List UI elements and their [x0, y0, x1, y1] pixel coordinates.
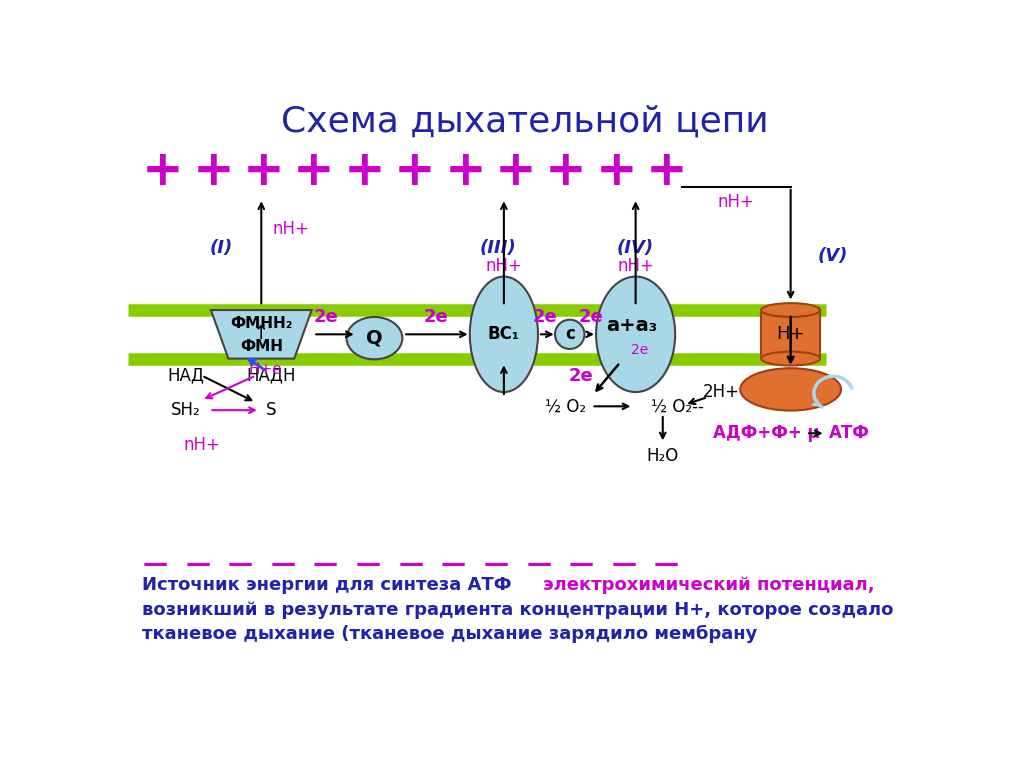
Polygon shape — [211, 310, 311, 359]
Text: АДФ+Ф+ μ: АДФ+Ф+ μ — [713, 424, 820, 442]
Text: SH₂: SH₂ — [171, 401, 201, 419]
Ellipse shape — [470, 276, 538, 392]
Text: Схема дыхательной цепи: Схема дыхательной цепи — [281, 104, 769, 138]
Text: +: + — [293, 147, 335, 196]
Text: —: — — [654, 552, 679, 576]
Text: —: — — [270, 552, 296, 576]
Text: H₂O: H₂O — [646, 448, 679, 465]
Text: —: — — [185, 552, 210, 576]
Text: (IV): (IV) — [617, 240, 654, 257]
Text: (III): (III) — [479, 240, 516, 257]
Text: ½ O₂--: ½ O₂-- — [651, 397, 705, 415]
Text: nH+: nH+ — [617, 257, 654, 275]
Text: (V): (V) — [818, 247, 849, 265]
Text: +: + — [545, 147, 587, 196]
Ellipse shape — [740, 368, 841, 411]
Text: nH+: nH+ — [183, 435, 220, 454]
Text: (I): (I) — [209, 240, 232, 257]
Text: +: + — [343, 147, 385, 196]
Text: —: — — [142, 552, 168, 576]
Text: +: + — [193, 147, 234, 196]
Text: BC₁: BC₁ — [487, 326, 520, 343]
Ellipse shape — [761, 352, 820, 366]
Text: +: + — [495, 147, 537, 196]
Text: —: — — [227, 552, 253, 576]
Text: 2e: 2e — [631, 343, 648, 356]
Text: +: + — [243, 147, 285, 196]
Ellipse shape — [346, 317, 402, 359]
Text: —: — — [398, 552, 424, 576]
Text: НАД: НАД — [168, 366, 205, 385]
Text: Источник энергии для синтеза АТФ: Источник энергии для синтеза АТФ — [142, 576, 518, 594]
Text: —: — — [355, 552, 381, 576]
Text: nH+: nH+ — [718, 194, 755, 211]
Text: АТФ: АТФ — [829, 424, 870, 442]
Text: ½ O₂: ½ O₂ — [546, 397, 587, 415]
Text: НАДН: НАДН — [247, 366, 296, 385]
Text: 2e: 2e — [313, 309, 338, 326]
Text: —: — — [611, 552, 637, 576]
Text: —: — — [313, 552, 338, 576]
Ellipse shape — [761, 303, 820, 317]
Text: тканевое дыхание (тканевое дыхание зарядило мембрану: тканевое дыхание (тканевое дыхание заряд… — [142, 624, 758, 643]
Text: c: c — [565, 326, 574, 343]
Text: 2e: 2e — [568, 366, 593, 385]
Text: электрохимический потенциал,: электрохимический потенциал, — [543, 576, 874, 594]
Text: 2H+: 2H+ — [702, 383, 739, 402]
Text: +: + — [595, 147, 637, 196]
FancyBboxPatch shape — [761, 312, 820, 357]
Text: Н+е: Н+е — [248, 362, 282, 377]
Text: nH+: nH+ — [273, 220, 310, 238]
Ellipse shape — [555, 319, 585, 349]
Text: —: — — [568, 552, 594, 576]
Text: +: + — [444, 147, 486, 196]
Text: S: S — [266, 401, 276, 419]
Text: возникший в результате градиента концентрации Н+, которое создало: возникший в результате градиента концент… — [142, 601, 893, 618]
Text: 2e: 2e — [423, 309, 449, 326]
Text: —: — — [441, 552, 466, 576]
Text: +: + — [394, 147, 435, 196]
Ellipse shape — [596, 276, 675, 392]
Text: H+: H+ — [776, 326, 805, 343]
Text: —: — — [526, 552, 551, 576]
Text: nH+: nH+ — [485, 257, 522, 275]
Text: —: — — [483, 552, 509, 576]
Text: a+a₃: a+a₃ — [606, 316, 657, 335]
Text: ФМНН₂: ФМНН₂ — [230, 316, 293, 332]
Text: ↑: ↑ — [253, 324, 269, 343]
Text: +: + — [142, 147, 183, 196]
Text: ФМН: ФМН — [240, 339, 283, 354]
Text: 2e: 2e — [532, 309, 557, 326]
Text: 2e: 2e — [580, 309, 604, 326]
Text: Q: Q — [367, 329, 383, 348]
Text: +: + — [646, 147, 687, 196]
